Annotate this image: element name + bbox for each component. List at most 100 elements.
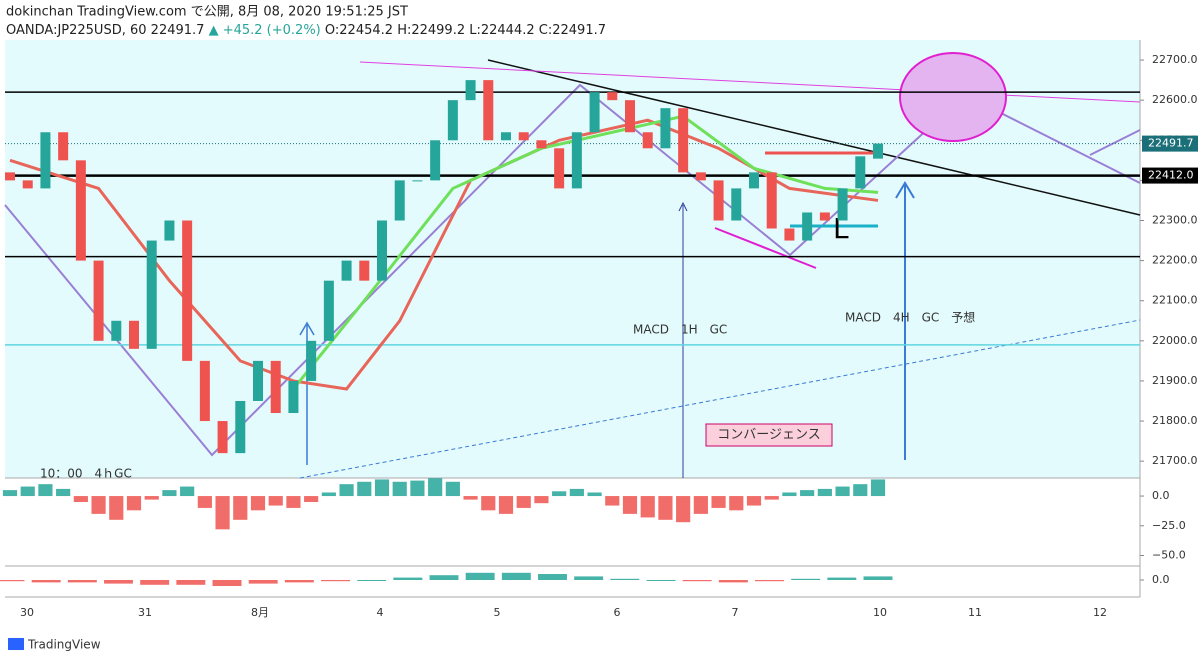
candle bbox=[607, 92, 618, 101]
x-tick-label: 8月 bbox=[251, 606, 269, 619]
candle bbox=[660, 108, 671, 149]
change: ▲ +45.2 (+0.2%) bbox=[209, 23, 321, 38]
histogram-bar bbox=[67, 580, 97, 583]
histogram-bar bbox=[711, 496, 726, 508]
histogram-bar bbox=[248, 580, 278, 584]
x-tick-label: 11 bbox=[968, 606, 982, 619]
histogram-bar bbox=[104, 580, 133, 584]
histogram-bar bbox=[212, 580, 242, 586]
histogram-bar bbox=[791, 578, 821, 580]
candle bbox=[199, 360, 210, 422]
y-tick-label: −50.0 bbox=[1152, 548, 1186, 561]
histogram-bar bbox=[31, 580, 61, 583]
annotation: コンバージェンス bbox=[717, 428, 820, 443]
close: C:22491.7 bbox=[539, 23, 606, 38]
histogram-bar bbox=[286, 496, 301, 508]
dashed-line bbox=[299, 319, 1141, 479]
histogram-bar bbox=[357, 580, 387, 581]
histogram-bar bbox=[764, 496, 779, 500]
x-tick-label: 30 bbox=[20, 606, 34, 619]
histogram-bar bbox=[197, 496, 212, 508]
candle bbox=[288, 380, 299, 414]
candle bbox=[235, 400, 246, 454]
candle bbox=[589, 92, 600, 133]
y-tick-label: 22700.0 bbox=[1152, 53, 1198, 66]
candle bbox=[749, 172, 759, 189]
histogram-bar bbox=[140, 580, 170, 585]
histogram-bar bbox=[91, 496, 106, 514]
histogram-bar bbox=[870, 479, 886, 497]
candle bbox=[5, 172, 15, 181]
histogram-bar bbox=[498, 496, 514, 514]
candle bbox=[642, 132, 653, 149]
histogram-bar bbox=[863, 576, 893, 580]
histogram-bar bbox=[835, 486, 850, 497]
candle bbox=[129, 320, 139, 349]
histogram-bar bbox=[321, 492, 336, 497]
annotation: 10：00 4ｈGC bbox=[40, 467, 132, 481]
trend-line bbox=[359, 61, 1141, 103]
histogram-bar bbox=[516, 496, 531, 508]
candle bbox=[111, 320, 122, 341]
candle bbox=[713, 180, 724, 221]
histogram-bar bbox=[321, 580, 350, 582]
candle bbox=[554, 148, 565, 189]
histogram-bar bbox=[552, 491, 567, 497]
wave-line bbox=[1089, 129, 1141, 156]
y-tick-label: 0.0 bbox=[1152, 573, 1170, 586]
low: L:22444.2 bbox=[469, 23, 534, 38]
candle bbox=[377, 220, 387, 281]
candle bbox=[58, 132, 69, 161]
trend-line bbox=[487, 59, 1141, 216]
histogram-bar bbox=[304, 496, 319, 502]
histogram-bar bbox=[429, 575, 459, 580]
candle bbox=[412, 180, 423, 182]
divergence-line bbox=[714, 227, 817, 269]
histogram-bar bbox=[817, 488, 832, 497]
histogram-bar bbox=[718, 580, 748, 583]
candle bbox=[270, 360, 281, 414]
candle bbox=[341, 260, 352, 281]
x-tick-label: 5 bbox=[494, 606, 501, 619]
histogram-bar bbox=[622, 496, 638, 514]
x-tick-label: 12 bbox=[1093, 606, 1107, 619]
histogram-bar bbox=[410, 480, 425, 497]
candle bbox=[182, 220, 193, 361]
x-tick-label: 7 bbox=[732, 606, 739, 619]
high: H:22499.2 bbox=[397, 23, 465, 38]
arrow-head bbox=[678, 201, 688, 212]
symbol-info: OANDA:JP225USD, 60 22491.7 ▲ +45.2 (+0.2… bbox=[6, 23, 606, 38]
annotation: MACD 1H GC bbox=[633, 323, 727, 337]
histogram-bar bbox=[445, 481, 460, 497]
y-tick-label: 22000.0 bbox=[1152, 334, 1198, 347]
histogram-bar bbox=[393, 577, 423, 580]
candle bbox=[784, 228, 795, 241]
y-tick-label: 0.0 bbox=[1152, 489, 1170, 502]
y-tick-label: −25.0 bbox=[1152, 519, 1186, 532]
candle bbox=[22, 180, 33, 189]
candle bbox=[447, 100, 458, 141]
candle bbox=[855, 156, 866, 189]
candle bbox=[802, 212, 813, 241]
histogram-bar bbox=[755, 580, 784, 582]
histogram-bar bbox=[463, 496, 478, 500]
histogram-bar bbox=[180, 486, 195, 497]
arrow-head bbox=[299, 321, 315, 336]
candle bbox=[359, 260, 370, 281]
candle bbox=[253, 360, 263, 401]
histogram-bar bbox=[374, 479, 390, 497]
candle bbox=[323, 280, 334, 341]
x-tick-label: 6 bbox=[614, 606, 621, 619]
histogram-bar bbox=[250, 496, 266, 511]
symbol: OANDA:JP225USD, 60 bbox=[6, 23, 147, 38]
candle bbox=[93, 260, 104, 341]
histogram-bar bbox=[109, 496, 124, 520]
candle bbox=[536, 140, 547, 149]
histogram-bar bbox=[682, 580, 712, 582]
candle bbox=[430, 140, 441, 181]
histogram-bar bbox=[800, 490, 815, 497]
y-tick-label: 22100.0 bbox=[1152, 294, 1198, 307]
histogram-bar bbox=[465, 572, 495, 580]
histogram-bar bbox=[574, 576, 604, 580]
